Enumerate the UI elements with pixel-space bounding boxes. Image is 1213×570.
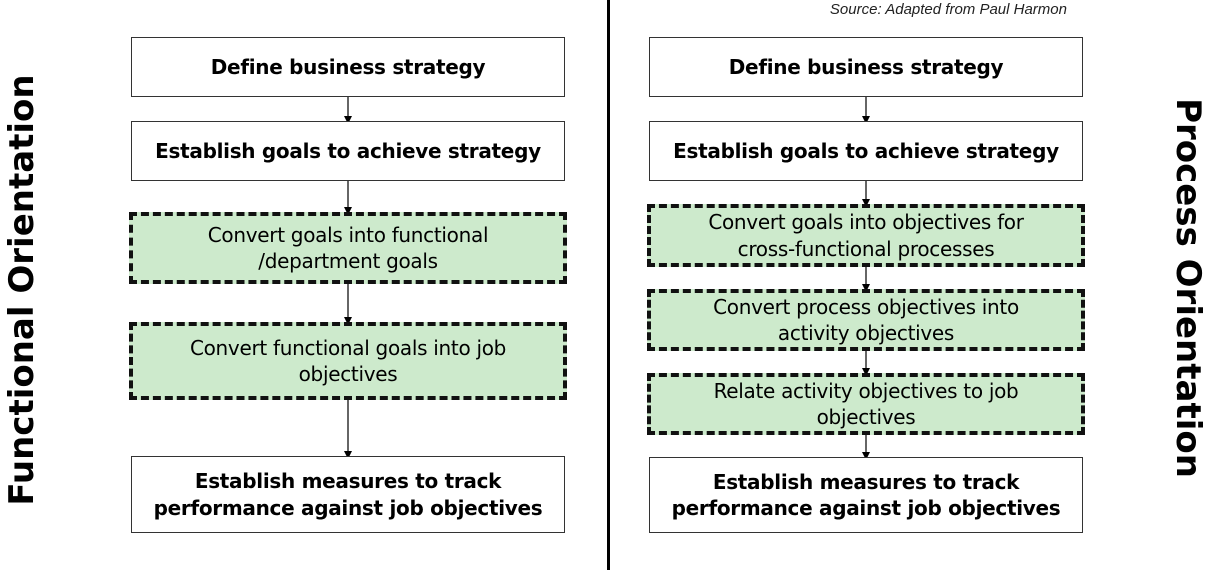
center-divider xyxy=(607,0,610,570)
left-step-establish-goals: Establish goals to achieve strategy xyxy=(131,121,565,181)
right-step-establish-measures: Establish measures to track performance … xyxy=(649,457,1083,533)
right-step-establish-goals: Establish goals to achieve strategy xyxy=(649,121,1083,181)
left-step-functional-goals: Convert goals into functional /departmen… xyxy=(129,212,567,284)
process-orientation-label: Process Orientation xyxy=(1168,98,1208,478)
right-step-activity-objectives: Convert process objectives into activity… xyxy=(647,289,1085,351)
right-step-define-strategy: Define business strategy xyxy=(649,37,1083,97)
right-step-job-objectives: Relate activity objectives to job object… xyxy=(647,373,1085,435)
functional-orientation-label: Functional Orientation xyxy=(2,74,42,506)
left-step-establish-measures: Establish measures to track performance … xyxy=(131,456,565,533)
left-step-define-strategy: Define business strategy xyxy=(131,37,565,97)
left-step-job-objectives: Convert functional goals into job object… xyxy=(129,322,567,400)
source-caption: Source: Adapted from Paul Harmon xyxy=(829,1,1067,18)
right-step-process-objectives: Convert goals into objectives for cross-… xyxy=(647,204,1085,267)
